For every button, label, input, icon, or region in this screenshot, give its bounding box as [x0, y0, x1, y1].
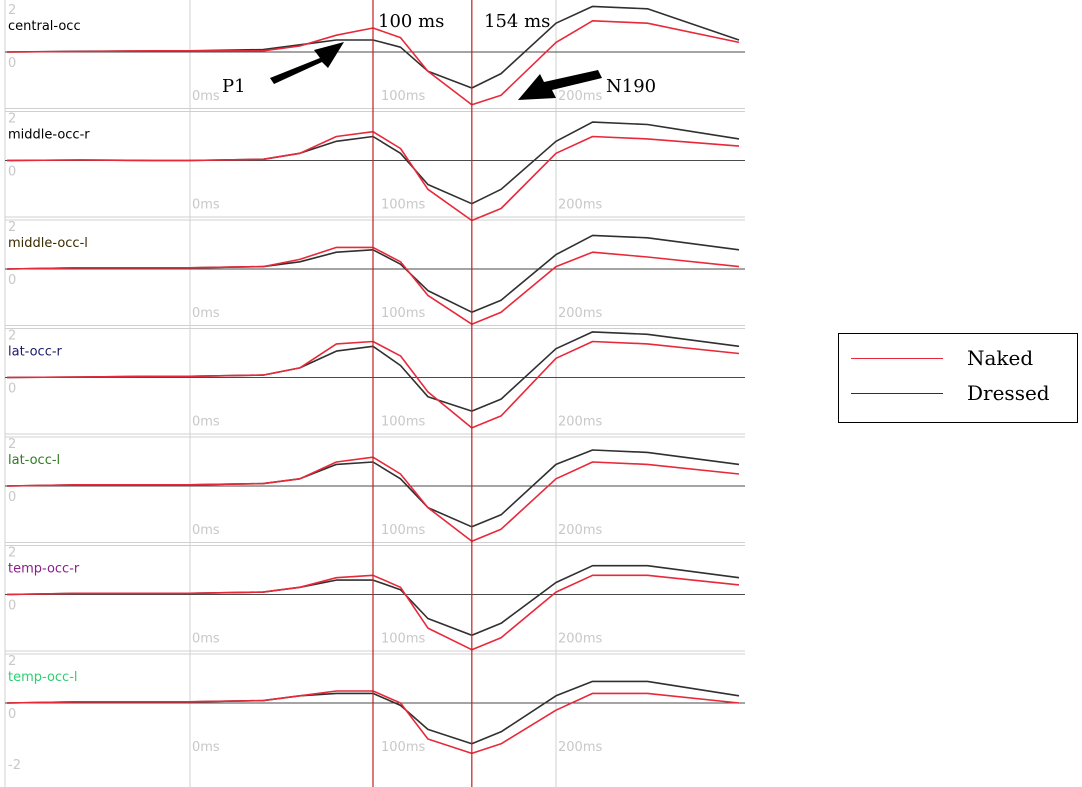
x-tick-label: 0ms [192, 632, 220, 647]
x-tick-label: 200ms [558, 198, 602, 213]
channel-label: temp-occ-r [8, 562, 80, 577]
x-tick-label: 200ms [558, 632, 602, 647]
x-tick-label: 100ms [381, 523, 425, 538]
series-naked-middle-occ-l [6, 246, 740, 325]
y-zero-label: 0 [8, 273, 16, 288]
legend: Naked Dressed [838, 333, 1078, 423]
grid-layer [4, 0, 745, 787]
y-zero-label: 0 [8, 599, 16, 614]
arrow-n190 [518, 70, 602, 100]
x-tick-label: 100ms [381, 306, 425, 321]
channel-label: middle-occ-l [8, 236, 88, 251]
channel-label: lat-occ-l [8, 453, 60, 468]
arrow-p1 [270, 42, 344, 84]
legend-swatch-naked [851, 358, 943, 359]
y-zero-label: 0 [8, 382, 16, 397]
marker-label-154ms: 154 ms [484, 11, 550, 32]
series-naked-temp-occ-l [6, 690, 740, 755]
channel-label: central-occ [8, 19, 81, 34]
channel-label: lat-occ-r [8, 345, 63, 360]
y-top-label: 2 [8, 654, 16, 669]
x-tick-label: 100ms [381, 198, 425, 213]
x-tick-label: 0ms [192, 523, 220, 538]
marker-label-100ms: 100 ms [378, 11, 444, 32]
x-tick-label: 100ms [381, 415, 425, 430]
x-tick-label: 200ms [558, 740, 602, 755]
channel-label: middle-occ-r [8, 128, 90, 143]
y-zero-label: 0 [8, 490, 16, 505]
x-tick-label: 0ms [192, 306, 220, 321]
x-tick-label: 0ms [192, 198, 220, 213]
series-naked-temp-occ-r [6, 574, 740, 651]
y-zero-label: 0 [8, 707, 16, 722]
legend-swatch-dressed [851, 393, 943, 394]
legend-item-naked: Naked [839, 344, 1077, 374]
x-tick-label: 100ms [381, 89, 425, 104]
legend-item-dressed: Dressed [839, 379, 1077, 409]
y-zero-label: 0 [8, 165, 16, 180]
y-zero-label: 0 [8, 56, 16, 71]
legend-label-dressed: Dressed [967, 381, 1050, 405]
annotation-n190: N190 [606, 76, 656, 97]
series-naked-lat-occ-r [6, 340, 740, 429]
y-top-label: 2 [8, 3, 16, 18]
x-tick-label: 0ms [192, 415, 220, 430]
y-top-label: 2 [8, 220, 16, 235]
annotation-p1: P1 [222, 76, 246, 97]
series-naked-central-occ [6, 20, 740, 106]
y-top-label: 2 [8, 329, 16, 344]
x-tick-label: 200ms [558, 306, 602, 321]
series-naked-middle-occ-r [6, 130, 740, 222]
legend-label-naked: Naked [967, 346, 1034, 370]
x-tick-label: 100ms [381, 632, 425, 647]
annotation-layer: 100 ms 154 ms P1 N190 [222, 0, 656, 787]
x-tick-label: 100ms [381, 740, 425, 755]
series-naked-lat-occ-l [6, 456, 740, 542]
y-top-label: 2 [8, 437, 16, 452]
x-tick-label: 200ms [558, 523, 602, 538]
series-layer [6, 5, 740, 755]
channel-label: temp-occ-l [8, 670, 78, 685]
x-tick-label: 0ms [192, 89, 220, 104]
y-bottom-label: -2 [8, 758, 21, 773]
x-tick-label: 0ms [192, 740, 220, 755]
x-tick-label: 200ms [558, 415, 602, 430]
y-top-label: 2 [8, 112, 16, 127]
y-top-label: 2 [8, 546, 16, 561]
x-tick-label: 200ms [558, 89, 602, 104]
